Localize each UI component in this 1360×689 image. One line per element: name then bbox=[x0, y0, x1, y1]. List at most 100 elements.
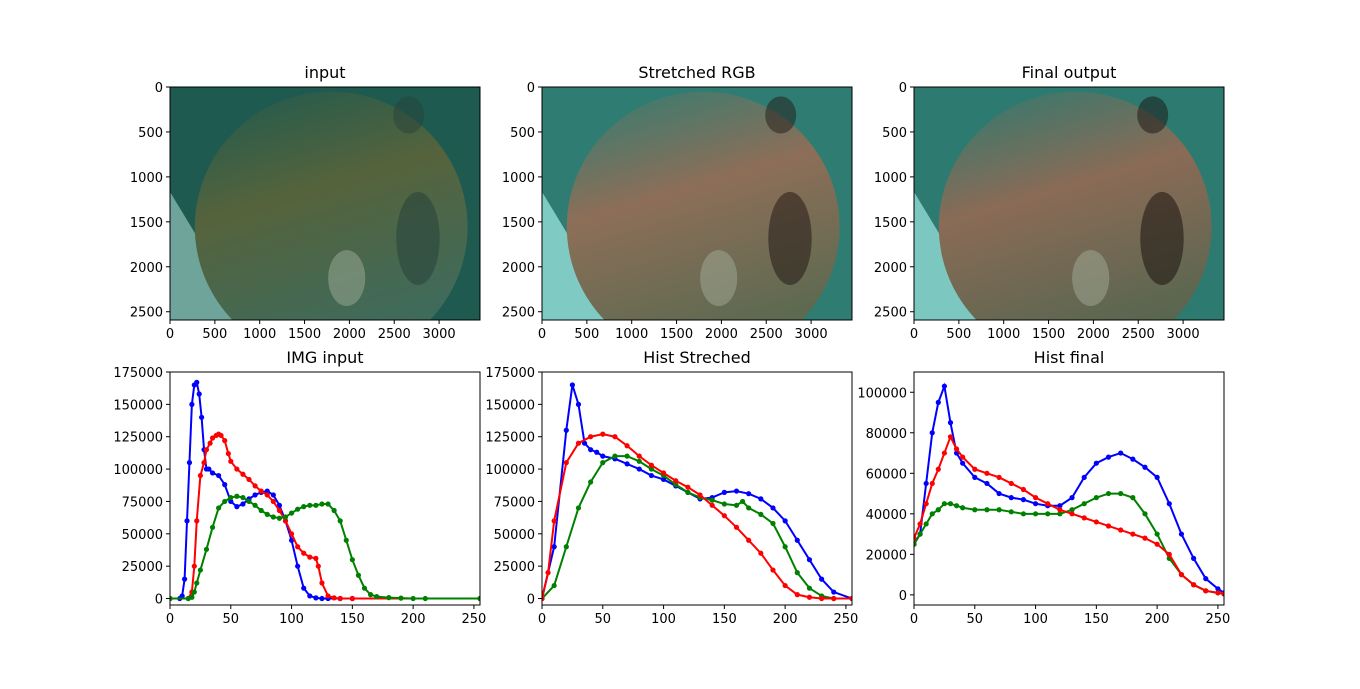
data-point bbox=[819, 576, 825, 582]
data-point bbox=[228, 494, 234, 501]
data-point bbox=[199, 414, 205, 420]
image-shadow bbox=[1140, 191, 1184, 286]
data-point bbox=[307, 502, 313, 508]
x-tick-label: 2000 bbox=[705, 327, 738, 342]
x-tick-label: 100 bbox=[651, 612, 676, 627]
subplot-3: 0 500 1000 1500 2000 2500 3000 0 500 1000 1500 2000… bbox=[874, 63, 1225, 342]
data-point bbox=[673, 482, 679, 488]
data-point bbox=[996, 490, 1002, 497]
data-point bbox=[197, 567, 203, 573]
y-tick-label: 75000 bbox=[494, 495, 535, 510]
data-point bbox=[270, 492, 276, 498]
x-tick-label: 500 bbox=[946, 327, 971, 342]
data-point bbox=[319, 580, 325, 586]
y-tick-label: 25000 bbox=[494, 560, 535, 575]
y-tick-label: 25000 bbox=[122, 560, 163, 575]
data-point bbox=[923, 480, 929, 487]
data-point bbox=[758, 496, 764, 502]
x-tick-label: 2000 bbox=[333, 327, 366, 342]
x-tick-label: 2500 bbox=[750, 327, 783, 342]
x-tick-label: 1500 bbox=[288, 327, 321, 342]
image-hole bbox=[765, 96, 797, 134]
data-point bbox=[1178, 572, 1185, 578]
data-point bbox=[770, 505, 776, 511]
x-tick-label: 150 bbox=[1084, 612, 1109, 627]
subplot-title: Final output bbox=[1022, 63, 1117, 82]
data-point bbox=[660, 470, 667, 476]
data-point bbox=[1203, 588, 1209, 594]
y-tick-label: 0 bbox=[527, 593, 535, 608]
y-tick-label: 500 bbox=[510, 126, 535, 141]
y-tick-label: 150000 bbox=[113, 398, 163, 413]
y-tick-label: 2500 bbox=[502, 306, 535, 321]
plot-area bbox=[914, 382, 1224, 597]
x-tick-label: 0 bbox=[538, 327, 546, 342]
image-coral bbox=[566, 91, 840, 320]
image-coral bbox=[938, 91, 1212, 320]
data-point bbox=[806, 585, 813, 591]
axes-frame bbox=[913, 86, 1225, 321]
data-point bbox=[935, 399, 941, 405]
axes-frame bbox=[541, 86, 853, 321]
data-point bbox=[1069, 507, 1075, 513]
data-point bbox=[849, 595, 852, 602]
data-point bbox=[1203, 576, 1209, 582]
y-tick-label: 2500 bbox=[874, 306, 907, 321]
subplot-title: IMG input bbox=[286, 348, 363, 367]
subplot-4: 0 50 100 150 200 250 0 25000 50000 75000 100000 125… bbox=[113, 348, 486, 627]
data-point bbox=[1166, 551, 1172, 557]
data-point bbox=[624, 461, 630, 467]
data-point bbox=[575, 401, 582, 407]
image-shadow bbox=[768, 191, 812, 286]
data-point bbox=[709, 497, 715, 503]
data-point bbox=[240, 471, 246, 477]
data-point bbox=[806, 594, 813, 600]
data-point bbox=[1142, 464, 1148, 470]
data-point bbox=[1105, 454, 1112, 460]
data-point bbox=[746, 537, 752, 543]
data-point bbox=[612, 434, 618, 440]
data-point bbox=[972, 507, 978, 513]
subplot-title: input bbox=[304, 63, 345, 82]
data-point bbox=[307, 593, 313, 599]
y-tick-label: 175000 bbox=[113, 366, 163, 381]
data-point bbox=[972, 474, 978, 480]
data-point bbox=[203, 546, 210, 552]
image-hole bbox=[1137, 96, 1169, 134]
data-point bbox=[1221, 591, 1224, 597]
data-point bbox=[270, 498, 276, 505]
data-point bbox=[252, 483, 258, 489]
data-point bbox=[733, 502, 740, 508]
series-line-1 bbox=[914, 382, 1224, 594]
data-point bbox=[660, 476, 667, 483]
data-point bbox=[331, 595, 337, 601]
data-point bbox=[648, 466, 655, 472]
data-point bbox=[252, 502, 258, 508]
data-point bbox=[218, 432, 224, 439]
y-tick-label: 1500 bbox=[502, 216, 535, 231]
axes-frame bbox=[169, 371, 481, 606]
data-point bbox=[960, 460, 966, 466]
x-tick-label: 3000 bbox=[1167, 327, 1200, 342]
data-point bbox=[194, 518, 200, 524]
x-tick-label: 50 bbox=[223, 612, 240, 627]
x-tick-label: 200 bbox=[773, 612, 798, 627]
data-point bbox=[819, 595, 825, 602]
data-point bbox=[349, 557, 355, 563]
data-point bbox=[282, 518, 289, 524]
data-point bbox=[782, 544, 788, 550]
data-point bbox=[222, 438, 228, 444]
data-point bbox=[746, 505, 752, 511]
data-point bbox=[831, 595, 837, 602]
data-point bbox=[941, 383, 947, 389]
data-point bbox=[207, 440, 213, 446]
data-point bbox=[575, 440, 582, 446]
data-point bbox=[941, 450, 947, 456]
data-point bbox=[264, 511, 270, 517]
axes-frame bbox=[169, 86, 481, 321]
series-line-2 bbox=[542, 455, 852, 600]
image-hole bbox=[393, 96, 425, 134]
x-tick-label: 0 bbox=[166, 612, 174, 627]
data-point bbox=[1105, 490, 1112, 497]
